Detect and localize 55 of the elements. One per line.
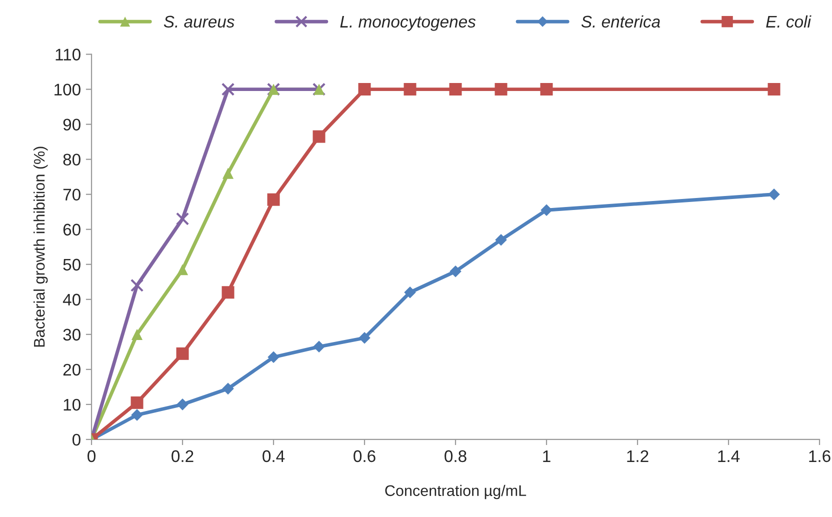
x-tick-label: 1.6 xyxy=(809,450,830,462)
legend-label: L. monocytogenes xyxy=(340,16,476,31)
y-tick-label: 20 xyxy=(63,364,80,376)
point xyxy=(494,83,508,96)
point xyxy=(450,265,462,278)
point xyxy=(176,347,189,360)
point xyxy=(268,351,280,364)
point xyxy=(495,234,507,246)
x-tick-label: 0.8 xyxy=(444,450,466,462)
x-tick-label: 1.4 xyxy=(718,450,740,462)
y-tick-label: 100 xyxy=(54,84,80,96)
legend-label: S. aureus xyxy=(164,16,234,28)
y-tick-label: 0 xyxy=(72,434,80,446)
point xyxy=(222,168,234,179)
point xyxy=(176,264,188,276)
y-tick-label: 50 xyxy=(63,258,80,271)
point xyxy=(222,286,234,299)
legend-label: E. coli xyxy=(766,15,812,28)
x-tick-label: 0 xyxy=(88,450,96,462)
point xyxy=(358,332,370,344)
x-tick-label: 0.2 xyxy=(172,450,194,462)
point xyxy=(540,83,553,96)
x-tick-label: 1 xyxy=(543,450,550,462)
point xyxy=(221,82,235,96)
x-tick-label: 1.2 xyxy=(627,450,648,462)
point xyxy=(176,212,190,226)
point xyxy=(404,286,416,298)
y-tick-label: 70 xyxy=(63,188,80,201)
y-axis-title: Bacterial growth inhibition (%) xyxy=(34,146,48,347)
point xyxy=(768,188,780,200)
point xyxy=(313,340,325,353)
y-tick-label: 40 xyxy=(62,294,80,306)
point xyxy=(768,83,780,96)
point xyxy=(131,328,143,340)
x-axis-title: Concentration µg/mL xyxy=(385,484,526,500)
y-tick-label: 30 xyxy=(63,328,80,341)
x-tick-label: 0.4 xyxy=(262,450,285,462)
point xyxy=(176,398,188,410)
point xyxy=(312,130,326,143)
y-tick-label: 10 xyxy=(64,398,80,411)
y-tick-label: 80 xyxy=(63,154,80,166)
point xyxy=(130,278,144,292)
point xyxy=(358,83,371,96)
point xyxy=(222,382,234,395)
x-tick-label: 0.6 xyxy=(354,450,376,462)
point xyxy=(130,396,144,409)
point xyxy=(404,83,416,96)
y-tick-label: 110 xyxy=(56,48,80,60)
point xyxy=(267,193,280,206)
point xyxy=(449,83,462,96)
point xyxy=(131,409,143,421)
y-tick-label: 60 xyxy=(63,224,80,236)
point xyxy=(540,204,552,216)
legend-label: S. enterica xyxy=(581,15,660,28)
y-tick-label: 90 xyxy=(63,118,80,131)
